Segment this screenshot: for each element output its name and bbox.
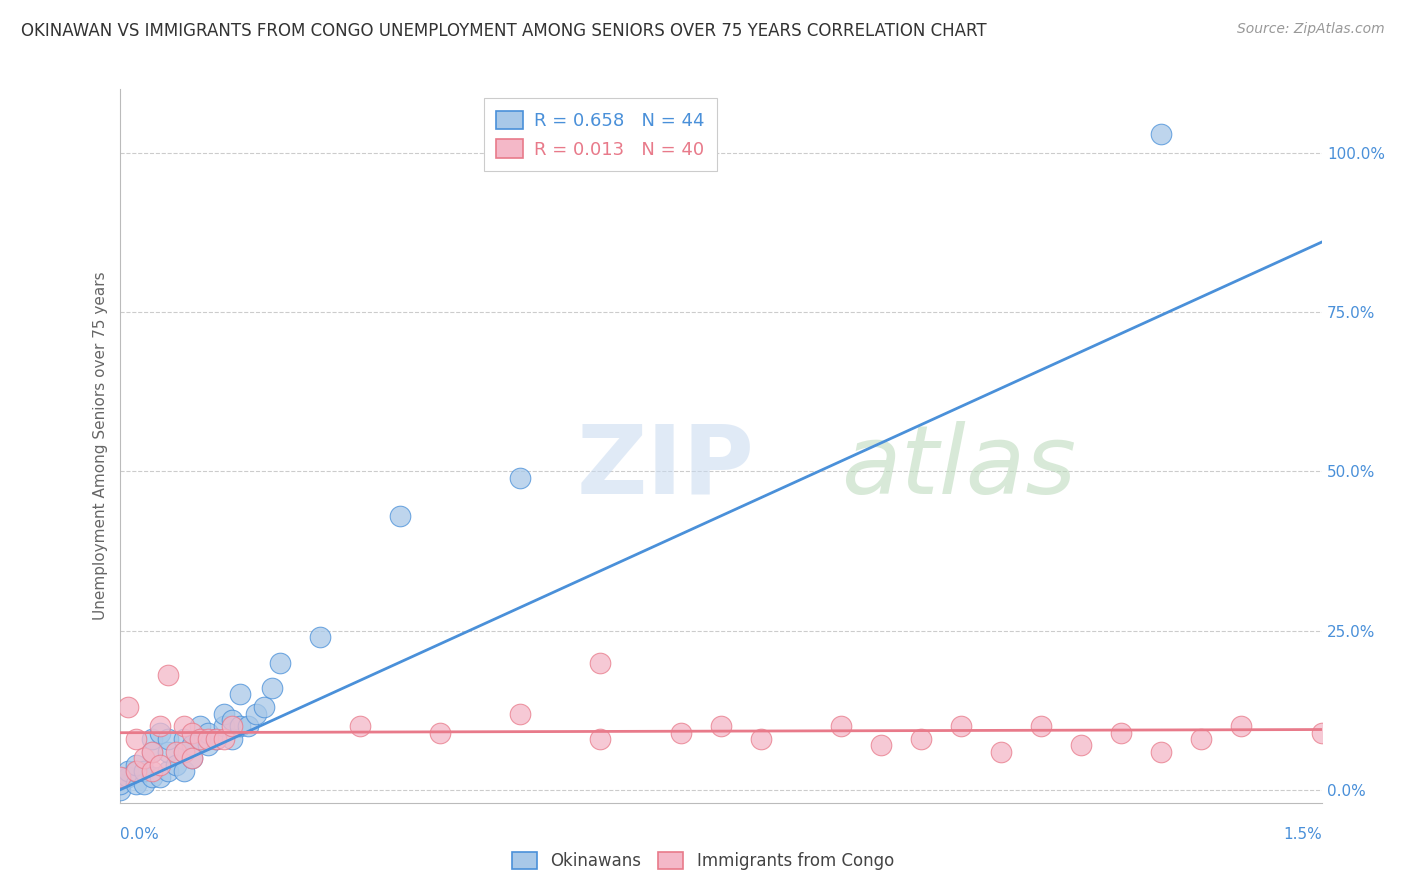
Point — [236, 719, 259, 733]
Point — [245, 706, 267, 721]
Point — [212, 719, 235, 733]
Point — [1029, 719, 1052, 733]
Point — [180, 751, 202, 765]
Point — [669, 725, 692, 739]
Text: Source: ZipAtlas.com: Source: ZipAtlas.com — [1237, 22, 1385, 37]
Point — [141, 770, 163, 784]
Legend: R = 0.658   N = 44, R = 0.013   N = 40: R = 0.658 N = 44, R = 0.013 N = 40 — [484, 98, 717, 171]
Point — [173, 745, 195, 759]
Point — [108, 783, 131, 797]
Text: OKINAWAN VS IMMIGRANTS FROM CONGO UNEMPLOYMENT AMONG SENIORS OVER 75 YEARS CORRE: OKINAWAN VS IMMIGRANTS FROM CONGO UNEMPL… — [21, 22, 987, 40]
Point — [990, 745, 1012, 759]
Text: 0.0%: 0.0% — [120, 827, 159, 841]
Point — [509, 471, 531, 485]
Point — [149, 719, 172, 733]
Point — [589, 732, 612, 747]
Point — [1189, 732, 1212, 747]
Point — [149, 770, 172, 784]
Point — [188, 732, 211, 747]
Point — [141, 732, 163, 747]
Point — [117, 764, 139, 778]
Point — [269, 656, 291, 670]
Point — [141, 764, 163, 778]
Point — [188, 732, 211, 747]
Point — [1230, 719, 1253, 733]
Point — [149, 725, 172, 739]
Point — [180, 725, 202, 739]
Point — [141, 745, 163, 759]
Point — [173, 764, 195, 778]
Point — [221, 713, 243, 727]
Point — [212, 732, 235, 747]
Point — [108, 770, 131, 784]
Point — [212, 706, 235, 721]
Point — [1111, 725, 1133, 739]
Point — [910, 732, 932, 747]
Text: 1.5%: 1.5% — [1282, 827, 1322, 841]
Point — [188, 719, 211, 733]
Point — [108, 777, 131, 791]
Text: ZIP: ZIP — [576, 421, 754, 514]
Point — [156, 668, 179, 682]
Point — [156, 745, 179, 759]
Point — [149, 757, 172, 772]
Point — [124, 757, 146, 772]
Point — [204, 732, 226, 747]
Point — [349, 719, 371, 733]
Point — [117, 700, 139, 714]
Point — [124, 764, 146, 778]
Point — [204, 732, 226, 747]
Legend: Okinawans, Immigrants from Congo: Okinawans, Immigrants from Congo — [506, 845, 900, 877]
Point — [1070, 739, 1092, 753]
Point — [253, 700, 276, 714]
Point — [429, 725, 451, 739]
Point — [108, 770, 131, 784]
Point — [197, 739, 219, 753]
Point — [1310, 725, 1333, 739]
Point — [509, 706, 531, 721]
Point — [709, 719, 731, 733]
Point — [173, 732, 195, 747]
Point — [141, 745, 163, 759]
Point — [830, 719, 852, 733]
Point — [749, 732, 772, 747]
Point — [173, 745, 195, 759]
Y-axis label: Unemployment Among Seniors over 75 years: Unemployment Among Seniors over 75 years — [93, 272, 108, 620]
Point — [173, 719, 195, 733]
Point — [197, 732, 219, 747]
Point — [228, 719, 252, 733]
Point — [950, 719, 973, 733]
Point — [132, 751, 155, 765]
Point — [124, 777, 146, 791]
Point — [869, 739, 891, 753]
Point — [1150, 127, 1173, 141]
Point — [228, 688, 252, 702]
Text: atlas: atlas — [841, 421, 1076, 514]
Point — [165, 757, 187, 772]
Point — [117, 770, 139, 784]
Point — [180, 751, 202, 765]
Point — [180, 739, 202, 753]
Point — [156, 732, 179, 747]
Point — [221, 719, 243, 733]
Point — [124, 732, 146, 747]
Point — [197, 725, 219, 739]
Point — [132, 777, 155, 791]
Point — [589, 656, 612, 670]
Point — [309, 630, 332, 644]
Point — [260, 681, 283, 695]
Point — [124, 764, 146, 778]
Point — [165, 745, 187, 759]
Point — [1150, 745, 1173, 759]
Point — [132, 764, 155, 778]
Point — [156, 764, 179, 778]
Point — [388, 509, 412, 524]
Point — [221, 732, 243, 747]
